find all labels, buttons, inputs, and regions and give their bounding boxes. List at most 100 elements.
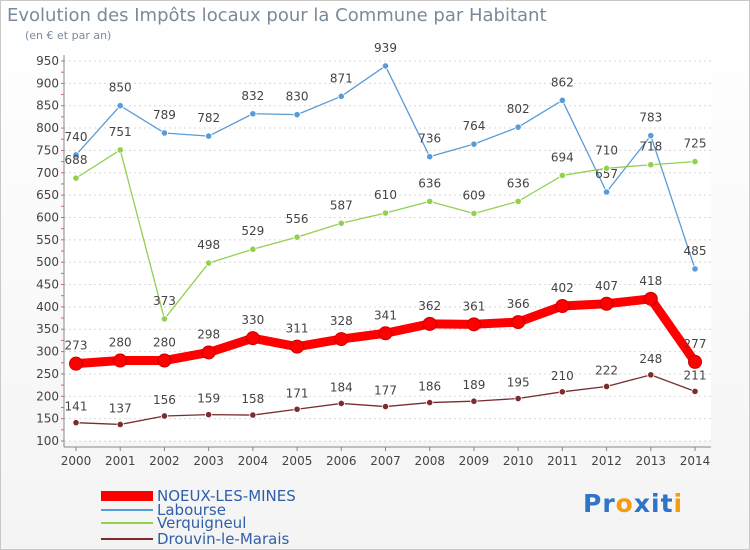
data-label-labourse: 783 xyxy=(639,111,662,125)
data-point-labourse xyxy=(691,265,699,273)
data-label-noeux-les-mines: 407 xyxy=(595,279,618,293)
x-tick-label: 2001 xyxy=(105,454,136,468)
data-point-drouvin-le-marais xyxy=(647,371,655,379)
data-label-noeux-les-mines: 311 xyxy=(286,322,309,336)
data-point-noeux-les-mines xyxy=(688,354,702,369)
data-label-drouvin-le-marais: 222 xyxy=(595,363,618,377)
data-point-noeux-les-mines xyxy=(334,332,349,347)
data-point-labourse xyxy=(647,132,655,140)
data-label-labourse: 740 xyxy=(65,130,88,144)
y-tick-label: 700 xyxy=(36,166,59,180)
legend-label-labourse: Labourse xyxy=(157,501,226,519)
data-label-labourse: 832 xyxy=(241,89,264,103)
data-label-noeux-les-mines: 273 xyxy=(65,339,88,353)
data-point-noeux-les-mines xyxy=(290,339,305,354)
data-point-drouvin-le-marais xyxy=(160,412,169,420)
y-tick-label: 300 xyxy=(36,345,59,359)
y-tick-label: 850 xyxy=(36,99,59,113)
logo-letter: x xyxy=(633,489,651,518)
x-tick-label: 2009 xyxy=(459,454,490,468)
data-point-drouvin-le-marais xyxy=(470,397,478,405)
data-point-verquigneul xyxy=(558,171,566,180)
data-label-labourse: 850 xyxy=(109,81,132,95)
x-tick-label: 2000 xyxy=(61,454,92,468)
data-point-noeux-les-mines xyxy=(511,315,526,330)
data-point-labourse xyxy=(249,110,257,118)
proxiti-logo: Proxiti xyxy=(583,489,683,518)
data-point-labourse xyxy=(72,151,80,159)
data-point-verquigneul xyxy=(514,197,522,205)
data-point-verquigneul xyxy=(647,161,655,169)
data-point-labourse xyxy=(426,153,434,161)
data-point-drouvin-le-marais xyxy=(249,411,257,419)
data-point-verquigneul xyxy=(337,219,345,227)
data-point-drouvin-le-marais xyxy=(514,394,522,403)
data-point-drouvin-le-marais xyxy=(116,420,124,429)
data-label-verquigneul: 636 xyxy=(507,176,530,190)
data-point-labourse xyxy=(293,111,301,119)
data-label-noeux-les-mines: 280 xyxy=(153,336,176,350)
data-point-noeux-les-mines xyxy=(201,345,216,360)
data-point-labourse xyxy=(602,188,611,196)
data-point-noeux-les-mines xyxy=(157,353,172,368)
data-label-drouvin-le-marais: 156 xyxy=(153,393,176,407)
data-label-verquigneul: 725 xyxy=(684,137,707,151)
data-label-labourse: 862 xyxy=(551,75,574,89)
data-label-labourse: 830 xyxy=(286,90,309,104)
data-point-drouvin-le-marais xyxy=(337,399,345,408)
data-point-labourse xyxy=(381,62,390,70)
x-tick-label: 2014 xyxy=(680,454,711,468)
x-tick-label: 2004 xyxy=(238,454,269,468)
data-label-noeux-les-mines: 366 xyxy=(507,297,530,311)
data-point-drouvin-le-marais xyxy=(72,419,80,427)
data-label-noeux-les-mines: 330 xyxy=(241,313,264,327)
data-point-labourse xyxy=(337,92,345,100)
data-label-labourse: 802 xyxy=(507,102,530,116)
data-label-verquigneul: 498 xyxy=(197,238,220,252)
data-point-verquigneul xyxy=(691,157,699,166)
data-label-noeux-les-mines: 362 xyxy=(418,299,441,313)
data-point-verquigneul xyxy=(426,197,434,205)
y-tick-label: 650 xyxy=(36,188,59,202)
data-point-verquigneul xyxy=(116,146,124,154)
y-tick-label: 450 xyxy=(36,278,59,292)
data-point-labourse xyxy=(514,123,522,131)
data-point-noeux-les-mines xyxy=(466,317,481,332)
logo-letter: P xyxy=(583,489,603,518)
y-tick-label: 800 xyxy=(36,121,59,135)
data-label-drouvin-le-marais: 195 xyxy=(507,376,530,390)
data-point-noeux-les-mines xyxy=(113,353,128,368)
logo-letter: i xyxy=(673,489,684,518)
y-tick-label: 250 xyxy=(36,367,59,381)
data-point-noeux-les-mines xyxy=(378,326,393,341)
data-label-drouvin-le-marais: 171 xyxy=(286,386,309,400)
data-label-verquigneul: 710 xyxy=(595,143,618,157)
legend-swatch-drouvin xyxy=(101,538,153,540)
x-tick-label: 2007 xyxy=(370,454,401,468)
y-tick-label: 600 xyxy=(36,210,59,224)
data-point-drouvin-le-marais xyxy=(602,382,611,391)
data-label-drouvin-le-marais: 189 xyxy=(462,378,485,392)
logo-letter: i xyxy=(651,489,661,518)
x-tick-label: 2012 xyxy=(591,454,622,468)
data-label-drouvin-le-marais: 158 xyxy=(241,392,264,406)
data-label-noeux-les-mines: 277 xyxy=(684,337,707,351)
logo-letter: t xyxy=(660,489,674,518)
data-label-verquigneul: 587 xyxy=(330,198,353,212)
x-tick-label: 2006 xyxy=(326,454,357,468)
data-label-drouvin-le-marais: 141 xyxy=(65,400,88,414)
data-point-drouvin-le-marais xyxy=(426,398,434,407)
plot-area xyxy=(64,55,711,441)
data-label-verquigneul: 636 xyxy=(418,176,441,190)
data-point-noeux-les-mines xyxy=(643,291,658,306)
y-tick-label: 150 xyxy=(36,412,59,426)
data-label-noeux-les-mines: 361 xyxy=(462,299,485,313)
data-point-noeux-les-mines xyxy=(422,316,437,331)
y-tick-label: 750 xyxy=(36,143,59,157)
x-tick-label: 2002 xyxy=(149,454,180,468)
data-label-drouvin-le-marais: 184 xyxy=(330,380,353,394)
y-tick-label: 200 xyxy=(36,389,59,403)
data-label-drouvin-le-marais: 210 xyxy=(551,369,574,383)
data-label-labourse: 789 xyxy=(153,108,176,122)
